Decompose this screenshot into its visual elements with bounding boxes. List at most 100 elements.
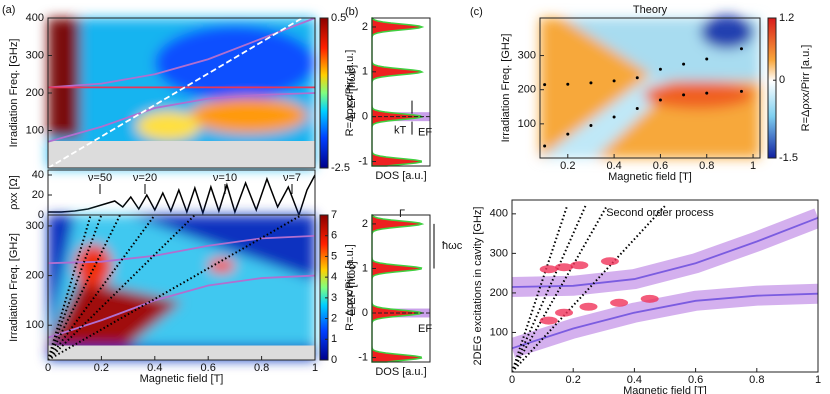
curve bbox=[48, 234, 315, 265]
heatmap-fill bbox=[74, 244, 113, 288]
data-dot bbox=[635, 76, 639, 80]
curve bbox=[512, 205, 666, 372]
heatmap-bg bbox=[48, 215, 315, 360]
curve bbox=[48, 92, 315, 143]
data-dot bbox=[682, 62, 686, 66]
data-dot bbox=[612, 115, 616, 119]
dos bbox=[371, 214, 430, 363]
x-axis-label: Magnetic field [T] bbox=[623, 385, 707, 394]
data-dot bbox=[543, 83, 547, 87]
annotation: Γ bbox=[399, 208, 405, 220]
y-tick-label: 300 bbox=[518, 49, 536, 61]
y-tick-label: 100 bbox=[518, 118, 536, 130]
curve bbox=[512, 205, 569, 372]
colorbar-tick-label: 3 bbox=[331, 292, 337, 304]
curve bbox=[512, 216, 818, 288]
y-tick-label: 20 bbox=[32, 189, 44, 201]
data-dot bbox=[612, 79, 616, 83]
curve bbox=[48, 215, 303, 360]
annotation: ν=50 bbox=[88, 172, 112, 184]
x-axis-label: DOS [a.u.] bbox=[375, 170, 426, 182]
y-axis-label: Irradiation Freq. [GHz] bbox=[8, 39, 20, 148]
colorbar bbox=[319, 17, 329, 169]
data-dot bbox=[635, 106, 639, 110]
data-point bbox=[579, 302, 598, 311]
chart-title: Theory bbox=[633, 4, 668, 16]
colorbar-label: R=Δρxx/Pirr [a.u.] bbox=[800, 45, 812, 132]
axes-frame bbox=[47, 214, 316, 361]
colorbar-tick-label: 2 bbox=[331, 312, 337, 324]
heatmap-fill bbox=[48, 141, 315, 168]
x-axis-label: DOS [a.u.] bbox=[375, 366, 426, 378]
colorbar-tick-label: 0 bbox=[331, 354, 337, 366]
data-point bbox=[640, 294, 659, 303]
axes-frame bbox=[371, 17, 431, 167]
axes-frame bbox=[371, 214, 431, 363]
x-tick-label: 0.2 bbox=[566, 374, 581, 386]
annotation: ħωc bbox=[442, 240, 463, 252]
colorbar-tick-label: 0 bbox=[779, 74, 785, 86]
axes-frame bbox=[539, 17, 761, 159]
data-dot bbox=[543, 144, 547, 148]
x-tick-label: 0 bbox=[45, 362, 51, 374]
curve bbox=[512, 292, 818, 350]
curve bbox=[48, 274, 315, 339]
y-axis-label: Irradiation Freq. [GHz] bbox=[8, 233, 20, 342]
heatmap-fill bbox=[189, 97, 307, 134]
y-tick-label: 100 bbox=[26, 124, 44, 136]
data-point bbox=[539, 316, 558, 325]
data-dot bbox=[739, 89, 743, 93]
x-tick-label: 0.4 bbox=[147, 362, 162, 374]
x-axis-label: Magnetic field [T] bbox=[608, 171, 692, 183]
y-axis-label: E-EF [ħωc] bbox=[346, 65, 358, 119]
dos bbox=[371, 17, 430, 167]
data-point bbox=[555, 308, 574, 317]
data-dot bbox=[705, 91, 709, 95]
y-tick-label: 1 bbox=[362, 262, 368, 274]
curve bbox=[48, 215, 92, 360]
x-tick-label: 1 bbox=[312, 362, 318, 374]
heatmap-fill bbox=[154, 25, 315, 101]
band bbox=[512, 208, 818, 297]
y-axis-label: ρxx [Ω] bbox=[8, 175, 20, 210]
data-dot bbox=[739, 47, 743, 51]
colorbar-label: R=Δρxx/Pirr [a.u.] bbox=[344, 244, 356, 331]
y-tick-label: 2 bbox=[362, 218, 368, 230]
plot-area bbox=[543, 47, 743, 148]
x-tick-label: 0.8 bbox=[254, 362, 269, 374]
data-dot bbox=[566, 132, 570, 136]
data-dot bbox=[705, 57, 709, 61]
plot-area bbox=[512, 205, 818, 372]
x-tick-label: 0.6 bbox=[688, 374, 703, 386]
panel-label: (c) bbox=[470, 6, 483, 18]
panel-label: (b) bbox=[345, 6, 358, 18]
colorbar bbox=[319, 214, 329, 361]
panel-label: (a) bbox=[2, 4, 15, 16]
y-axis-label: Irradiation Freq. [GHz] bbox=[500, 34, 512, 143]
y-tick-label: 100 bbox=[26, 319, 44, 331]
heatmap-fill bbox=[540, 67, 672, 158]
heatmap-fill bbox=[48, 280, 182, 346]
x-tick-label: 1 bbox=[815, 374, 821, 386]
x-tick-label: 1 bbox=[750, 160, 756, 172]
data-point bbox=[600, 257, 619, 266]
y-tick-label: -1 bbox=[358, 155, 368, 167]
annotation: EF bbox=[418, 323, 432, 335]
data-dot bbox=[682, 93, 686, 97]
y-tick-label: 300 bbox=[490, 247, 508, 259]
y-tick-label: 200 bbox=[518, 84, 536, 96]
x-tick-label: 0.6 bbox=[201, 362, 216, 374]
annotation: kT bbox=[394, 125, 407, 137]
x-tick-label: 0.2 bbox=[94, 362, 109, 374]
colorbar-tick-label: 1 bbox=[331, 333, 337, 345]
data-point bbox=[539, 265, 558, 274]
heatmap-fill bbox=[48, 345, 315, 360]
colorbar-tick-label: 4 bbox=[331, 271, 337, 283]
curve bbox=[48, 215, 103, 360]
colorbar-tick-label: -1.5 bbox=[779, 152, 798, 164]
y-tick-label: 0 bbox=[362, 111, 368, 123]
curve bbox=[48, 18, 305, 168]
data-point bbox=[570, 261, 589, 270]
plot-area bbox=[48, 18, 315, 168]
